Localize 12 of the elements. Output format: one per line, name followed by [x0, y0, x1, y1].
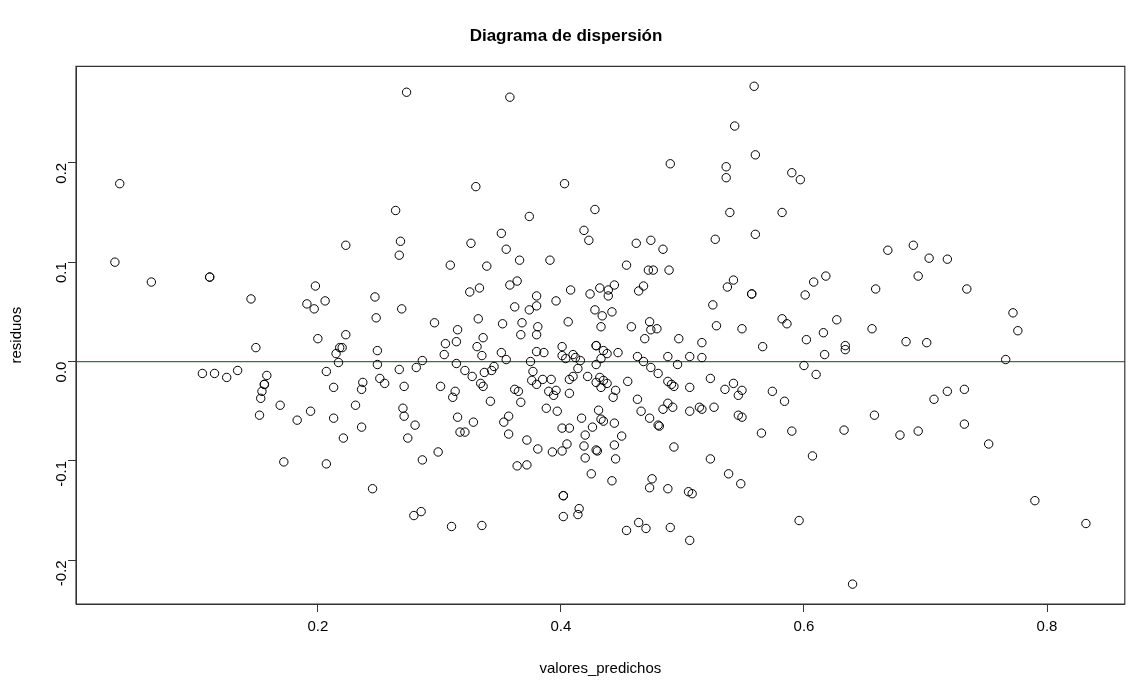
y-tick-label: -0.2 [52, 560, 70, 587]
chart-title: Diagrama de dispersión [469, 25, 663, 45]
y-tick-label: 0.0 [52, 361, 70, 383]
x-axis-title: valores_predichos [539, 659, 662, 677]
x-tick-label: 0.6 [793, 617, 815, 635]
y-tick-label: 0.2 [52, 162, 70, 184]
y-tick-label: -0.1 [52, 460, 70, 487]
y-tick-label: 0.1 [52, 262, 70, 284]
x-tick-label: 0.8 [1036, 617, 1058, 635]
y-axis-title: residuos [7, 306, 25, 364]
x-tick-label: 0.4 [550, 617, 572, 635]
x-tick-label: 0.2 [307, 617, 329, 635]
